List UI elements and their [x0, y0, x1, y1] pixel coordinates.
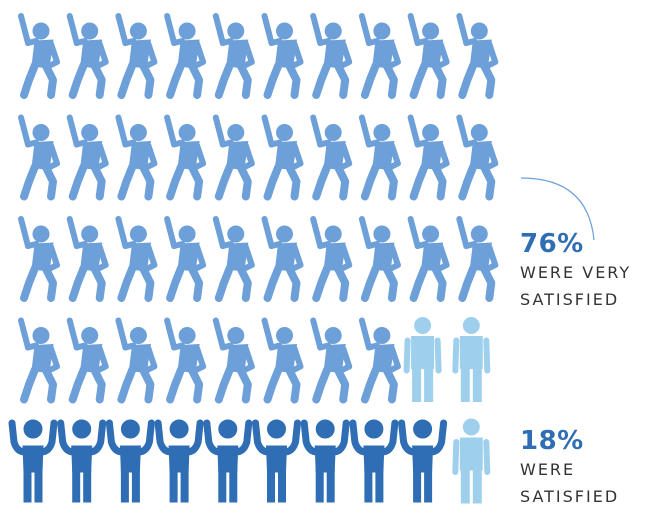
person-icon-satisfied	[304, 420, 346, 502]
person-icon-very-satisfied	[362, 219, 398, 298]
person-icon-very-satisfied	[70, 118, 106, 197]
person-icon-very-satisfied	[411, 118, 447, 197]
person-icon-very-satisfied	[411, 219, 447, 298]
person-icon-very-satisfied	[362, 321, 398, 400]
person-icon-very-satisfied	[167, 219, 203, 298]
person-icon-very-satisfied	[216, 16, 252, 95]
person-icon-very-satisfied	[265, 118, 301, 197]
satisfied-desc-line-2: SATISFIED	[520, 487, 620, 506]
very-satisfied-desc-line-1: WERE VERY	[520, 263, 632, 282]
person-icon-very-satisfied	[216, 219, 252, 298]
person-icon-very-satisfied	[70, 321, 106, 400]
person-icon-very-satisfied	[21, 321, 57, 400]
satisfied-percent: 18%	[520, 426, 584, 456]
person-icon-very-satisfied	[167, 16, 203, 95]
very-satisfied-label: 76% WERE VERY SATISFIED	[520, 229, 631, 313]
person-icon-satisfied	[353, 420, 395, 502]
person-icon-very-satisfied	[313, 219, 349, 298]
person-icon-very-satisfied	[118, 219, 154, 298]
person-icon-very-satisfied	[459, 219, 495, 298]
person-icon-very-satisfied	[167, 118, 203, 197]
person-icon-very-satisfied	[70, 219, 106, 298]
person-icon-satisfied	[402, 420, 444, 502]
person-icon-satisfied	[256, 420, 298, 502]
person-icon-very-satisfied	[459, 16, 495, 95]
person-icon-very-satisfied	[118, 16, 154, 95]
person-icon-very-satisfied	[216, 321, 252, 400]
person-icon-other	[407, 318, 439, 402]
person-icon-very-satisfied	[459, 118, 495, 197]
very-satisfied-percent: 76%	[520, 229, 584, 259]
very-satisfied-desc-line-2: SATISFIED	[520, 290, 620, 309]
person-icon-very-satisfied	[216, 118, 252, 197]
person-icon-very-satisfied	[118, 118, 154, 197]
person-icon-satisfied	[158, 420, 200, 502]
satisfied-desc-line-1: WERE	[520, 460, 576, 479]
person-icon-other	[455, 419, 487, 503]
satisfied-label: 18% WERE SATISFIED	[520, 426, 619, 510]
person-icon-very-satisfied	[21, 16, 57, 95]
person-icon-satisfied	[12, 420, 54, 502]
person-icon-very-satisfied	[265, 321, 301, 400]
person-icon-very-satisfied	[362, 16, 398, 95]
person-icon-very-satisfied	[21, 219, 57, 298]
person-icon-very-satisfied	[21, 118, 57, 197]
person-icon-very-satisfied	[313, 16, 349, 95]
person-icon-very-satisfied	[167, 321, 203, 400]
person-icon-satisfied	[109, 420, 151, 502]
person-icon-very-satisfied	[118, 321, 154, 400]
person-icon-very-satisfied	[411, 16, 447, 95]
person-icon-satisfied	[207, 420, 249, 502]
icon-grid	[12, 16, 495, 503]
person-icon-very-satisfied	[265, 16, 301, 95]
person-icon-very-satisfied	[70, 16, 106, 95]
person-icon-other	[455, 318, 487, 402]
person-icon-very-satisfied	[362, 118, 398, 197]
person-icon-very-satisfied	[313, 321, 349, 400]
callout-connector-line	[520, 177, 595, 241]
person-icon-very-satisfied	[313, 118, 349, 197]
person-icon-satisfied	[61, 420, 103, 502]
person-icon-very-satisfied	[265, 219, 301, 298]
